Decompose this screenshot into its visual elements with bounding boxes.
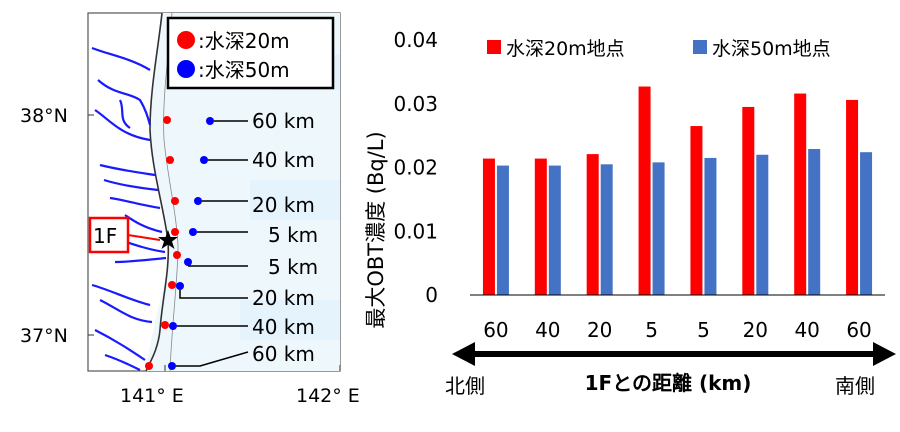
bar-depth-20m <box>690 126 703 295</box>
x-tick-label: 20 <box>587 318 612 342</box>
rivers <box>91 46 167 371</box>
point-50m <box>200 156 208 164</box>
distance-label: 60 km <box>252 342 315 366</box>
legend-swatch-20m <box>487 40 501 54</box>
bar-depth-20m <box>794 93 807 295</box>
legend-swatch-50m <box>693 40 707 54</box>
lon-label-141: 141° E <box>120 385 184 407</box>
site-star-icon <box>158 230 178 249</box>
y-tick-label: 0.03 <box>393 92 438 116</box>
bar-depth-50m <box>756 154 769 295</box>
y-axis: 0 0.01 0.02 0.03 0.04 <box>393 28 438 307</box>
direction-arrow <box>452 342 896 366</box>
distance-label: 5 km <box>268 255 318 279</box>
bar-depth-50m <box>704 157 717 295</box>
bar-depth-50m <box>860 152 873 295</box>
distance-label: 20 km <box>252 286 315 310</box>
x-axis: 60 40 20 5 5 20 40 60 <box>483 318 872 342</box>
y-tick-label: 0.02 <box>393 156 438 180</box>
x-tick-label: 40 <box>535 318 560 342</box>
distance-labels: 60 km 40 km 20 km 5 km 5 km 20 km 40 km … <box>252 109 318 366</box>
legend-label-series-20m: 水深20m地点 <box>506 38 625 60</box>
north-side-label: 北側 <box>445 374 485 398</box>
point-50m <box>169 322 177 330</box>
bar-depth-50m <box>496 165 509 295</box>
point-20m <box>171 197 179 205</box>
bar-depth-50m <box>600 164 613 295</box>
coastline <box>145 12 170 372</box>
point-20m <box>166 156 174 164</box>
point-50m <box>194 197 202 205</box>
distance-label: 40 km <box>252 315 315 339</box>
south-side-label: 南側 <box>835 374 875 398</box>
site-label-box <box>88 216 130 254</box>
x-axis-title: 1Fとの距離 (km) <box>585 371 752 395</box>
point-20m <box>163 116 171 124</box>
sea-band <box>250 180 340 220</box>
bar-depth-20m <box>482 158 495 295</box>
point-20m <box>173 251 181 259</box>
map-panel: 38°N 37°N 141° E 142° E <box>20 12 360 407</box>
bar-depth-20m <box>534 158 547 295</box>
x-tick-label: 60 <box>483 318 508 342</box>
point-20m <box>145 362 153 370</box>
depth-contour <box>163 12 179 372</box>
x-tick-label: 40 <box>794 318 819 342</box>
lon-label-142: 142° E <box>296 385 360 407</box>
distance-label: 60 km <box>252 109 315 133</box>
point-50m <box>189 228 197 236</box>
sampling-points <box>145 116 214 370</box>
sea-area <box>146 13 340 371</box>
bars <box>482 86 873 295</box>
legend-label-series-50m: 水深50m地点 <box>712 38 831 60</box>
x-tick-label: 20 <box>743 318 768 342</box>
point-20m <box>161 321 169 329</box>
lat-label-38: 38°N <box>20 105 68 127</box>
legend-label-50m: :水深50m <box>198 58 290 82</box>
bar-depth-20m <box>638 86 651 295</box>
legend-marker-20m <box>177 31 195 49</box>
chart-legend: 水深20m地点 水深50m地点 <box>487 38 831 60</box>
site-label: 1F <box>93 224 117 248</box>
point-20m <box>171 228 179 236</box>
x-tick-label: 5 <box>645 318 658 342</box>
distance-label: 5 km <box>268 223 318 247</box>
point-50m <box>184 258 192 266</box>
legend-marker-50m <box>177 60 195 78</box>
arrow-left-icon <box>452 342 475 366</box>
site-pointer <box>127 234 161 241</box>
bar-depth-20m <box>586 154 599 295</box>
chart-panel: 最大OBT濃度 (Bq/L) 0 0.01 0.02 0.03 0.04 60 40 20 5… <box>364 28 896 398</box>
point-50m <box>168 362 176 370</box>
map-legend: :水深20m :水深50m <box>166 16 335 90</box>
map-legend-box <box>166 16 335 90</box>
bar-depth-20m <box>742 106 755 295</box>
point-50m <box>176 282 184 290</box>
lat-label-37: 37°N <box>20 325 68 347</box>
legend-label-20m: :水深20m <box>198 29 290 53</box>
point-50m <box>206 117 214 125</box>
y-tick-label: 0.01 <box>393 219 438 243</box>
arrow-right-icon <box>873 342 896 366</box>
sea-band <box>240 300 340 340</box>
bar-depth-20m <box>846 99 859 295</box>
x-tick-label: 60 <box>846 318 871 342</box>
y-tick-label: 0.04 <box>393 28 438 52</box>
bar-depth-50m <box>548 165 561 295</box>
point-20m <box>168 281 176 289</box>
leader-lines <box>176 120 249 367</box>
x-tick-label: 5 <box>697 318 710 342</box>
map-ticks <box>88 114 341 371</box>
distance-label: 40 km <box>252 148 315 172</box>
y-tick-label: 0 <box>425 283 438 307</box>
y-axis-title: 最大OBT濃度 (Bq/L) <box>364 131 388 328</box>
bar-depth-50m <box>652 162 665 295</box>
bar-depth-50m <box>808 149 821 295</box>
distance-label: 20 km <box>252 193 315 217</box>
